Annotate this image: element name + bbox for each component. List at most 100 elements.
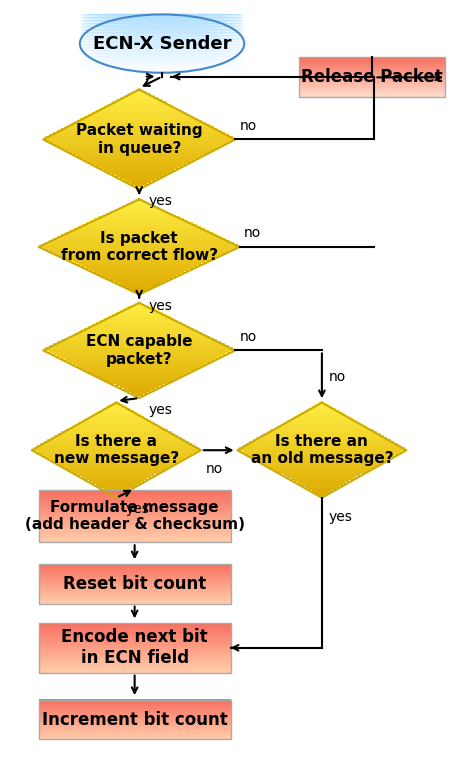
Bar	[96, 322, 182, 324]
Bar	[298, 482, 346, 484]
Ellipse shape	[80, 32, 244, 33]
Bar	[39, 580, 230, 581]
Bar	[82, 224, 197, 226]
Bar	[253, 439, 391, 441]
Bar	[64, 430, 168, 432]
Text: Is packet
from correct flow?: Is packet from correct flow?	[61, 231, 218, 263]
Bar	[39, 502, 230, 504]
Bar	[109, 404, 123, 407]
Bar	[39, 530, 230, 532]
Bar	[41, 243, 237, 246]
Bar	[39, 591, 230, 593]
Bar	[92, 112, 186, 114]
Ellipse shape	[80, 43, 244, 45]
Bar	[128, 93, 151, 95]
Bar	[53, 132, 225, 135]
Bar	[123, 284, 155, 286]
Bar	[86, 223, 192, 225]
Bar	[84, 159, 194, 161]
Bar	[131, 201, 147, 203]
Bar	[124, 95, 155, 98]
Bar	[75, 424, 158, 426]
Bar	[39, 725, 230, 726]
Bar	[57, 236, 221, 238]
Bar	[49, 249, 229, 252]
Bar	[78, 263, 201, 266]
Bar	[256, 459, 387, 461]
Ellipse shape	[80, 19, 244, 22]
Bar	[37, 451, 196, 453]
Bar	[299, 86, 445, 88]
Bar	[135, 89, 143, 92]
Bar	[39, 653, 230, 654]
Bar	[47, 439, 185, 441]
Bar	[39, 582, 230, 584]
Text: yes: yes	[148, 403, 172, 417]
Bar	[253, 457, 391, 459]
Ellipse shape	[80, 59, 244, 60]
Text: Is there a
new message?: Is there a new message?	[54, 434, 179, 467]
Bar	[45, 247, 234, 249]
Ellipse shape	[80, 63, 244, 65]
Bar	[246, 453, 398, 455]
Bar	[39, 706, 230, 708]
Bar	[39, 646, 230, 648]
Bar	[299, 76, 445, 77]
Bar	[267, 431, 377, 434]
Bar	[92, 482, 140, 484]
Bar	[115, 280, 164, 283]
Bar	[123, 205, 155, 207]
Bar	[243, 451, 401, 453]
Bar	[39, 722, 230, 724]
Bar	[44, 441, 189, 444]
Bar	[81, 367, 198, 369]
Ellipse shape	[80, 39, 244, 41]
Bar	[135, 199, 143, 201]
Ellipse shape	[80, 51, 244, 52]
Bar	[39, 564, 230, 604]
Bar	[34, 449, 199, 451]
Bar	[89, 416, 144, 418]
Bar	[102, 487, 130, 490]
Bar	[109, 491, 123, 494]
Ellipse shape	[80, 65, 244, 66]
Ellipse shape	[80, 57, 244, 59]
Bar	[291, 418, 353, 420]
Bar	[299, 77, 445, 79]
Bar	[116, 99, 163, 102]
Bar	[299, 92, 445, 93]
Ellipse shape	[80, 54, 244, 55]
Bar	[81, 118, 198, 120]
Bar	[69, 336, 210, 338]
Bar	[41, 246, 237, 248]
Bar	[131, 92, 147, 94]
Ellipse shape	[80, 36, 244, 38]
Bar	[112, 102, 166, 104]
Ellipse shape	[80, 14, 244, 15]
Bar	[72, 470, 161, 473]
Bar	[294, 416, 349, 418]
Bar	[246, 443, 398, 445]
Bar	[315, 404, 329, 407]
Bar	[131, 183, 147, 186]
Bar	[39, 662, 230, 665]
Bar	[39, 623, 230, 624]
Bar	[39, 541, 230, 542]
Ellipse shape	[80, 60, 244, 62]
Bar	[39, 527, 230, 528]
Bar	[65, 257, 213, 259]
Bar	[65, 359, 214, 361]
Ellipse shape	[80, 22, 244, 25]
Bar	[82, 420, 151, 422]
Bar	[299, 79, 445, 80]
Bar	[128, 306, 151, 309]
Bar	[39, 514, 230, 516]
Bar	[57, 355, 221, 357]
Bar	[39, 643, 230, 644]
Bar	[315, 491, 329, 494]
Bar	[108, 316, 171, 319]
Bar	[115, 209, 164, 211]
Bar	[84, 369, 194, 371]
Bar	[116, 313, 163, 315]
Bar	[124, 179, 155, 181]
